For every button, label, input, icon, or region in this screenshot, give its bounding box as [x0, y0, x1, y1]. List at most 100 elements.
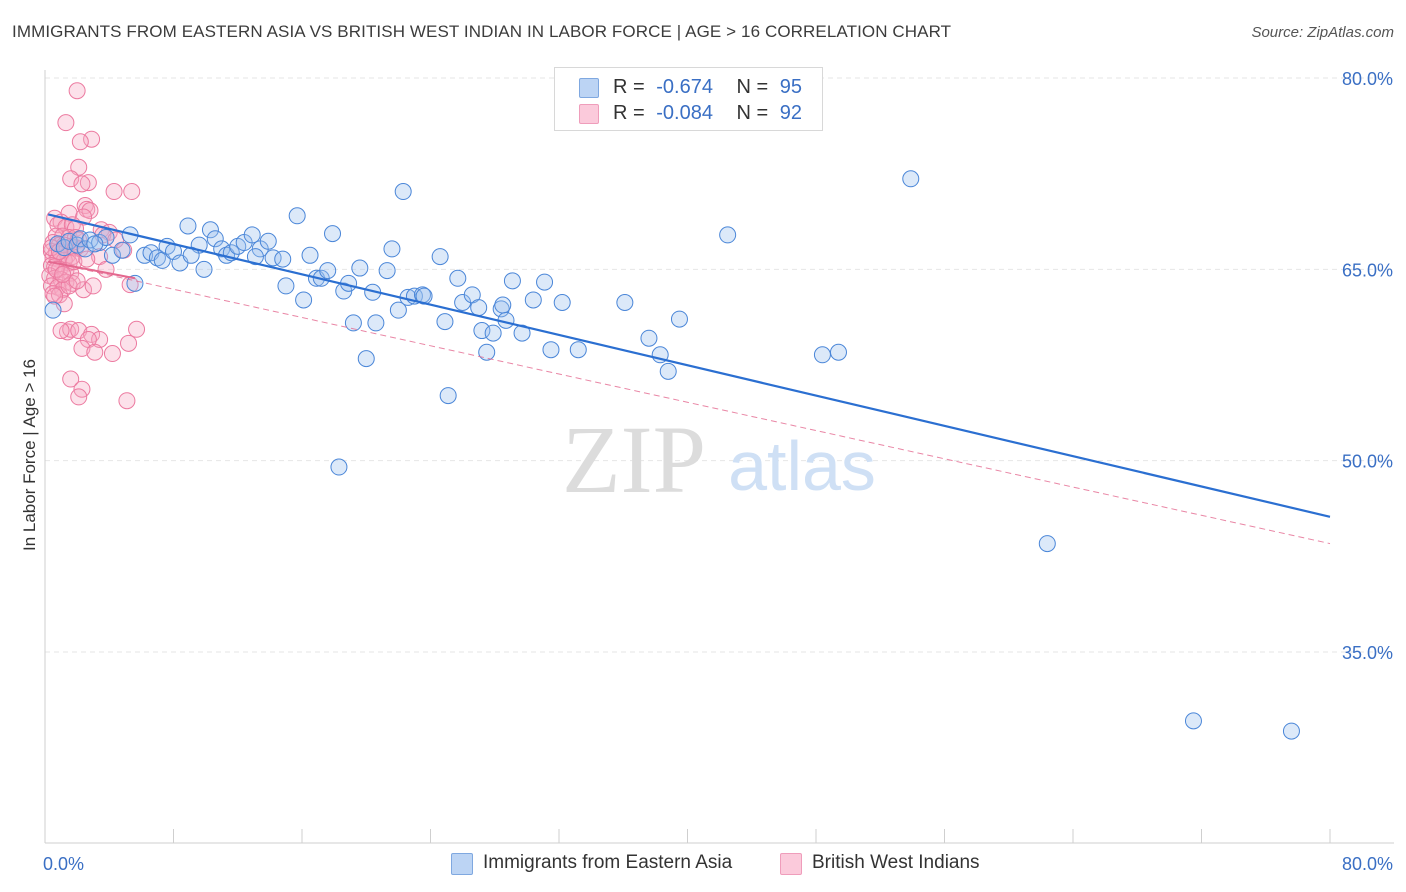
bottom-legend-label-pink: British West Indians	[812, 852, 980, 873]
data-point-british-west-indians	[118, 392, 136, 410]
data-point-british-west-indians	[71, 133, 89, 151]
data-point-british-west-indians	[52, 322, 70, 340]
data-point-british-west-indians	[83, 325, 101, 343]
y-tick-label: 65.0%	[1342, 260, 1393, 280]
legend-swatch-blue	[579, 78, 599, 98]
data-point-immigrants-eastern-asia	[319, 262, 337, 280]
data-point-immigrants-eastern-asia	[616, 293, 634, 311]
y-tick-labels: 35.0% 50.0% 65.0% 80.0%	[1342, 69, 1393, 663]
data-point-british-west-indians	[75, 281, 93, 299]
data-point-immigrants-eastern-asia	[470, 299, 488, 317]
data-point-immigrants-eastern-asia	[357, 350, 375, 368]
legend-text-pink: R = -0.084 N = 92	[613, 102, 803, 124]
data-point-immigrants-eastern-asia	[640, 329, 658, 347]
data-point-british-west-indians	[68, 82, 86, 100]
y-axis-label: In Labor Force | Age > 16	[20, 358, 39, 552]
gridlines	[45, 77, 1394, 653]
data-point-immigrants-eastern-asia	[719, 226, 737, 244]
data-point-immigrants-eastern-asia	[277, 277, 295, 295]
data-point-british-west-indians	[57, 114, 75, 132]
data-point-immigrants-eastern-asia	[1038, 535, 1056, 553]
data-point-british-west-indians	[62, 370, 80, 388]
data-point-immigrants-eastern-asia	[503, 272, 521, 290]
source-label: Source: ZipAtlas.com	[1251, 24, 1394, 41]
data-point-british-west-indians	[70, 322, 88, 340]
bottom-legend-swatch-pink	[780, 853, 802, 875]
data-point-british-west-indians	[46, 287, 64, 305]
x-tick-labels: 0.0% 80.0%	[43, 854, 1393, 874]
data-point-immigrants-eastern-asia	[670, 310, 688, 328]
data-point-immigrants-eastern-asia	[494, 296, 512, 314]
trend-line-british-west-indians	[48, 260, 136, 280]
data-point-british-west-indians	[70, 388, 88, 406]
data-point-immigrants-eastern-asia	[553, 293, 571, 311]
data-point-immigrants-eastern-asia	[378, 262, 396, 280]
trend-lines	[47, 213, 1331, 545]
data-point-immigrants-eastern-asia	[1282, 722, 1300, 740]
trend-line-british-west-indians-dashed	[48, 261, 1331, 545]
legend-swatch-pink	[579, 104, 599, 124]
data-point-immigrants-eastern-asia	[113, 241, 131, 259]
data-point-immigrants-eastern-asia	[473, 322, 491, 340]
data-point-immigrants-eastern-asia	[569, 341, 587, 359]
data-point-immigrants-eastern-asia	[436, 313, 454, 331]
data-point-immigrants-eastern-asia	[449, 269, 467, 287]
correlation-legend: R = -0.674 N = 95 R = -0.084 N = 92	[554, 67, 823, 131]
data-point-immigrants-eastern-asia	[536, 273, 554, 291]
data-point-british-west-indians	[86, 343, 104, 361]
data-point-immigrants-eastern-asia	[206, 230, 224, 248]
axes	[44, 70, 1394, 844]
watermark-zip: ZIP	[562, 406, 706, 513]
trend-line-immigrants-eastern-asia	[47, 213, 1331, 518]
data-point-immigrants-eastern-asia	[324, 225, 342, 243]
data-point-british-west-indians	[103, 345, 121, 363]
data-point-immigrants-eastern-asia	[659, 362, 677, 380]
data-point-immigrants-eastern-asia	[330, 458, 348, 476]
data-point-immigrants-eastern-asia	[813, 346, 831, 364]
data-point-immigrants-eastern-asia	[288, 207, 306, 225]
data-point-british-west-indians	[62, 170, 80, 188]
chart-title: IMMIGRANTS FROM EASTERN ASIA VS BRITISH …	[12, 22, 952, 41]
data-point-immigrants-eastern-asia	[439, 387, 457, 405]
data-point-british-west-indians	[128, 320, 146, 338]
data-point-immigrants-eastern-asia	[179, 217, 197, 235]
data-point-immigrants-eastern-asia	[542, 341, 560, 359]
data-point-immigrants-eastern-asia	[60, 232, 78, 250]
data-point-immigrants-eastern-asia	[394, 183, 412, 201]
data-point-british-west-indians	[120, 334, 138, 352]
data-point-immigrants-eastern-asia	[274, 250, 292, 268]
data-point-british-west-indians	[44, 285, 62, 303]
data-point-immigrants-eastern-asia	[351, 259, 369, 277]
data-point-immigrants-eastern-asia	[829, 343, 847, 361]
data-point-british-west-indians	[84, 277, 102, 295]
data-point-british-west-indians	[81, 202, 99, 220]
data-point-british-west-indians	[68, 272, 86, 290]
x-tick-label-min: 0.0%	[43, 854, 84, 874]
data-point-immigrants-eastern-asia	[1184, 712, 1202, 730]
bottom-legend-label-blue: Immigrants from Eastern Asia	[483, 852, 733, 873]
legend-text-blue: R = -0.674 N = 95	[613, 76, 803, 98]
data-point-british-west-indians	[105, 183, 123, 201]
data-point-immigrants-eastern-asia	[103, 246, 121, 264]
data-point-immigrants-eastern-asia	[246, 248, 264, 266]
x-tick-label-max: 80.0%	[1342, 854, 1393, 874]
data-point-immigrants-eastern-asia	[524, 291, 542, 309]
bottom-legend-swatch-blue	[451, 853, 473, 875]
y-tick-label: 50.0%	[1342, 452, 1393, 472]
data-point-immigrants-eastern-asia	[301, 246, 319, 264]
data-point-british-west-indians	[83, 130, 101, 148]
data-point-immigrants-eastern-asia	[201, 221, 219, 239]
series-immigrants-eastern-asia	[44, 170, 1300, 740]
data-point-immigrants-eastern-asia	[195, 260, 213, 278]
data-point-immigrants-eastern-asia	[367, 314, 385, 332]
data-point-immigrants-eastern-asia	[383, 240, 401, 258]
data-point-immigrants-eastern-asia	[86, 235, 104, 253]
data-point-immigrants-eastern-asia	[389, 301, 407, 319]
y-tick-label: 35.0%	[1342, 643, 1393, 663]
data-point-british-west-indians	[73, 175, 91, 193]
data-point-british-west-indians	[123, 183, 141, 201]
data-point-british-west-indians	[79, 174, 97, 192]
data-point-british-west-indians	[54, 265, 72, 283]
data-point-immigrants-eastern-asia	[148, 249, 166, 267]
